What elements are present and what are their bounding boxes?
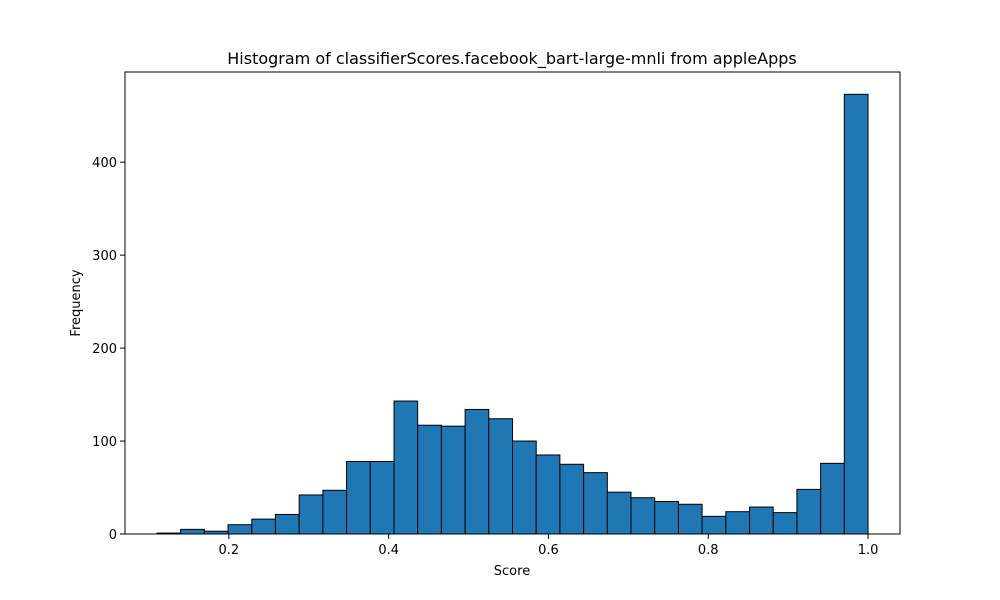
histogram-bar	[701, 515, 727, 535]
chart-title: Histogram of classifierScores.facebook_b…	[227, 49, 797, 69]
histogram-bar	[606, 491, 632, 535]
histogram-bar	[227, 524, 253, 535]
histogram-bar	[274, 513, 300, 535]
histogram-bar	[393, 400, 419, 535]
histogram-bar	[488, 418, 514, 535]
histogram-bar	[464, 408, 490, 535]
x-tick-label: 0.6	[538, 543, 559, 558]
histogram-bar	[512, 440, 537, 535]
x-tick-label: 0.8	[698, 543, 719, 558]
bars-group	[156, 93, 869, 535]
histogram-bar	[843, 93, 869, 535]
y-tick-label: 100	[92, 435, 117, 450]
histogram-bar	[180, 528, 205, 535]
plot-frame	[124, 71, 901, 535]
histogram-bar	[654, 500, 679, 535]
x-axis-label: Score	[494, 564, 530, 579]
y-axis-label: Frequency	[69, 269, 84, 336]
histogram-bar	[417, 424, 442, 535]
histogram-bar	[369, 460, 395, 535]
histogram-bar	[346, 460, 371, 535]
histogram-bar	[440, 425, 466, 535]
histogram-bar	[796, 488, 822, 535]
x-tick-label: 1.0	[858, 543, 879, 558]
histogram-bar	[559, 463, 585, 535]
y-tick-label: 300	[92, 249, 117, 264]
y-tick-label: 0	[109, 528, 117, 543]
histogram-bar	[772, 512, 798, 535]
histogram-bar	[251, 518, 276, 535]
y-axis: 0 100 200 300 400	[92, 156, 125, 543]
histogram-bar	[725, 511, 751, 535]
histogram-bar	[583, 472, 608, 535]
x-tick-label: 0.2	[219, 543, 240, 558]
histogram-bar	[820, 462, 845, 535]
histogram-bar	[749, 506, 774, 535]
histogram-bar	[535, 454, 561, 535]
histogram-bar	[677, 503, 703, 535]
histogram-bar	[322, 489, 348, 535]
y-tick-label: 200	[92, 342, 117, 357]
y-tick-label: 400	[92, 156, 117, 171]
histogram-bar	[630, 497, 656, 535]
histogram-bar	[298, 494, 324, 535]
x-axis: 0.2 0.4 0.6 0.8 1.0	[219, 534, 879, 558]
x-tick-label: 0.4	[378, 543, 399, 558]
